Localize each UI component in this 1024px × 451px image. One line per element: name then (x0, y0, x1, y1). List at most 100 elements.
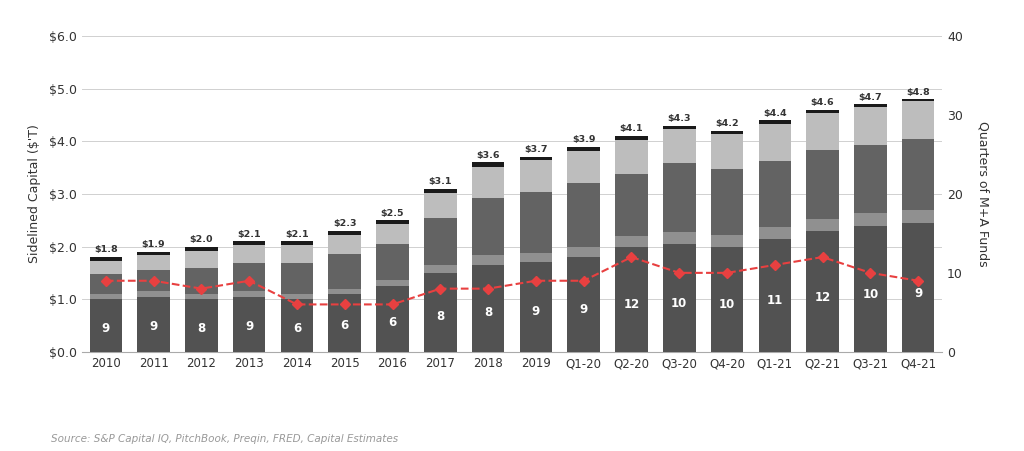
Bar (711, 235, 743, 247)
Bar (902, 223, 935, 352)
Bar (519, 262, 552, 352)
Bar (854, 213, 887, 226)
Text: $4.4: $4.4 (763, 109, 786, 118)
Bar (137, 297, 170, 352)
Text: 10: 10 (719, 298, 735, 311)
Bar (663, 244, 695, 352)
Bar (806, 231, 839, 352)
Bar (232, 241, 265, 245)
Text: $4.1: $4.1 (620, 124, 643, 133)
Text: $2.1: $2.1 (238, 230, 261, 239)
Bar (519, 253, 552, 262)
Bar (519, 157, 552, 160)
Bar (137, 255, 170, 270)
Bar (376, 286, 409, 352)
Text: $4.2: $4.2 (715, 119, 739, 128)
Bar (519, 193, 552, 253)
Text: $4.3: $4.3 (668, 114, 691, 123)
Text: $3.6: $3.6 (476, 151, 500, 160)
Bar (663, 232, 695, 244)
Text: 12: 12 (814, 291, 830, 304)
Text: $1.9: $1.9 (141, 240, 166, 249)
Bar (759, 120, 792, 124)
Bar (329, 289, 361, 294)
Text: 10: 10 (862, 289, 879, 301)
Bar (759, 227, 792, 239)
Text: 6: 6 (341, 319, 349, 332)
Bar (663, 163, 695, 232)
Text: $1.8: $1.8 (94, 245, 118, 254)
Bar (567, 151, 600, 183)
Text: $3.9: $3.9 (572, 135, 595, 144)
Bar (376, 225, 409, 244)
Text: 6: 6 (388, 316, 396, 329)
Text: 11: 11 (767, 295, 783, 308)
Bar (472, 166, 505, 198)
Bar (663, 129, 695, 163)
Bar (232, 263, 265, 291)
Bar (376, 220, 409, 225)
Text: 9: 9 (531, 305, 540, 318)
Bar (137, 252, 170, 255)
Bar (89, 274, 122, 294)
Text: $2.1: $2.1 (285, 230, 309, 239)
Bar (424, 273, 457, 352)
Bar (376, 244, 409, 280)
Bar (281, 263, 313, 294)
Y-axis label: Sidelined Capital ($'T): Sidelined Capital ($'T) (28, 124, 41, 263)
Bar (711, 134, 743, 169)
Text: $4.8: $4.8 (906, 87, 930, 97)
Bar (854, 107, 887, 145)
Bar (472, 198, 505, 255)
Bar (185, 251, 218, 267)
Bar (519, 160, 552, 193)
Bar (615, 136, 648, 140)
Text: 6: 6 (293, 322, 301, 335)
Text: $2.5: $2.5 (381, 209, 404, 218)
Bar (806, 150, 839, 219)
Bar (137, 270, 170, 291)
Bar (472, 265, 505, 352)
Bar (424, 218, 457, 265)
Bar (232, 297, 265, 352)
Text: 9: 9 (101, 322, 110, 335)
Bar (281, 299, 313, 352)
Bar (854, 105, 887, 107)
Bar (89, 299, 122, 352)
Bar (902, 101, 935, 139)
Bar (329, 294, 361, 352)
Text: 9: 9 (245, 320, 253, 333)
Bar (89, 294, 122, 299)
Bar (615, 140, 648, 174)
Text: 12: 12 (624, 298, 640, 311)
Bar (281, 294, 313, 299)
Text: $3.1: $3.1 (429, 177, 452, 186)
Bar (424, 193, 457, 218)
Text: $4.6: $4.6 (811, 98, 835, 107)
Bar (329, 235, 361, 254)
Text: 10: 10 (671, 297, 687, 310)
Bar (854, 145, 887, 213)
Bar (806, 110, 839, 114)
Bar (806, 114, 839, 150)
Bar (137, 291, 170, 297)
Bar (185, 299, 218, 352)
Bar (472, 162, 505, 166)
Bar (567, 257, 600, 352)
Text: $2.0: $2.0 (189, 235, 213, 244)
Bar (615, 174, 648, 236)
Bar (376, 280, 409, 286)
Text: Source: S&P Capital IQ, PitchBook, Preqin, FRED, Capital Estimates: Source: S&P Capital IQ, PitchBook, Preqi… (51, 434, 398, 444)
Bar (759, 161, 792, 227)
Text: 8: 8 (198, 322, 206, 335)
Bar (902, 139, 935, 210)
Text: 8: 8 (484, 306, 493, 319)
Bar (902, 210, 935, 223)
Text: $3.7: $3.7 (524, 146, 548, 155)
Bar (232, 245, 265, 263)
Bar (424, 189, 457, 193)
Bar (567, 247, 600, 257)
Bar (902, 99, 935, 101)
Bar (615, 236, 648, 247)
Text: 9: 9 (150, 320, 158, 333)
